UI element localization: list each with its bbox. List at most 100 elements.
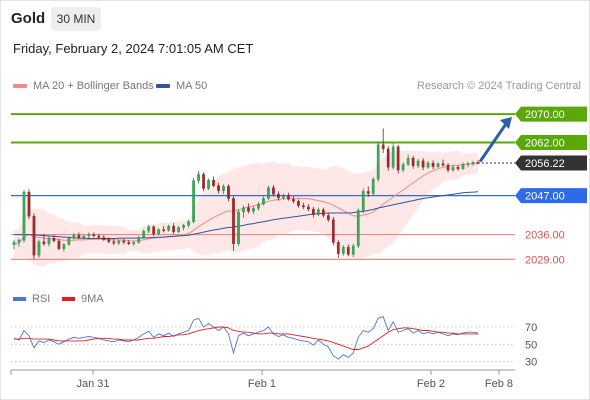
- candle-body: [202, 174, 205, 189]
- rsi-tick-50: 50: [525, 339, 537, 351]
- x-tick-label: Feb 1: [248, 378, 276, 390]
- candle-body: [386, 148, 390, 168]
- candle-body: [406, 157, 410, 165]
- candle-body: [252, 208, 255, 212]
- candle-body: [312, 208, 315, 215]
- candle-body: [371, 179, 375, 194]
- rsi-swatch: [13, 297, 26, 301]
- candle-body: [426, 162, 430, 168]
- candle-body: [92, 234, 96, 237]
- ma20-line: [13, 162, 479, 245]
- level-tag-2070.00: [515, 106, 587, 122]
- candle-body: [351, 245, 355, 255]
- level-label-2029.00: 2029.00: [525, 254, 565, 266]
- legend-rsi-label: RSI: [32, 293, 51, 305]
- legend-ma20: MA 20 + Bollinger Bands: [13, 80, 154, 92]
- candle-body: [217, 185, 220, 191]
- level-tag-2056.22: [515, 155, 587, 171]
- candle-body: [82, 235, 86, 238]
- candle-body: [466, 163, 470, 165]
- legend-ma50-label: MA 50: [176, 80, 208, 92]
- candle-body: [341, 247, 345, 254]
- candle-body: [287, 195, 290, 200]
- candle-body: [37, 241, 41, 256]
- candle-body: [222, 186, 225, 191]
- candle-body: [47, 237, 51, 244]
- ma50-line: [14, 191, 479, 239]
- candle-body: [321, 209, 325, 216]
- candle-body: [441, 163, 445, 166]
- candle-body: [232, 198, 235, 244]
- candle-body: [242, 207, 245, 213]
- candle-body: [376, 144, 380, 180]
- level-label-2070.00: 2070.00: [525, 109, 565, 121]
- timeframe-badge[interactable]: 30 MIN: [51, 7, 101, 31]
- rsi-tick-30: 30: [525, 357, 537, 369]
- candle-body: [366, 191, 370, 194]
- candle-body: [476, 162, 480, 164]
- level-label-2047.00: 2047.00: [525, 191, 565, 203]
- legend-rsi-ma: 9MA: [62, 293, 104, 305]
- x-tick-label: Jan 31: [76, 378, 109, 390]
- rsi-line: [13, 316, 479, 360]
- rsi-tick-70: 70: [525, 322, 537, 334]
- candle-body: [127, 242, 131, 244]
- candle-body: [167, 225, 171, 231]
- legend-rsi-ma-label: 9MA: [81, 293, 104, 305]
- candle-body: [97, 235, 101, 238]
- legend-ma50: MA 50: [156, 80, 207, 92]
- candle-body: [57, 240, 61, 249]
- instrument-title: Gold: [11, 10, 46, 27]
- candle-body: [267, 187, 270, 199]
- candle-body: [361, 191, 365, 211]
- candle-body: [401, 164, 405, 171]
- candle-body: [247, 207, 250, 212]
- ma20-swatch: [13, 84, 27, 88]
- candle-body: [262, 198, 265, 205]
- candle-body: [62, 244, 66, 249]
- candle-body: [142, 230, 146, 238]
- candle-body: [117, 240, 121, 244]
- level-label-2036.00: 2036.00: [525, 230, 565, 242]
- candle-body: [22, 191, 26, 241]
- bollinger-band: [14, 151, 478, 267]
- candle-body: [331, 219, 335, 243]
- candle-body: [356, 210, 360, 247]
- candle-body: [112, 241, 116, 244]
- candle-body: [431, 162, 435, 167]
- candle-body: [52, 237, 56, 242]
- candle-body: [132, 242, 136, 244]
- candle-body: [42, 241, 46, 244]
- candle-body: [192, 180, 195, 222]
- candle-body: [17, 240, 21, 243]
- candle-body: [461, 164, 465, 169]
- candle-body: [292, 199, 295, 202]
- candle-body: [416, 160, 420, 167]
- candle-body: [27, 191, 31, 217]
- candle-body: [411, 157, 415, 167]
- candle-body: [137, 237, 141, 243]
- candle-body: [456, 167, 460, 169]
- candle-body: [446, 165, 450, 171]
- legend-rsi: RSI: [13, 293, 50, 305]
- candle-body: [157, 229, 161, 235]
- candle-body: [436, 163, 440, 167]
- candle-body: [227, 186, 230, 199]
- candle-body: [396, 146, 400, 171]
- header: Gold 30 MIN: [0, 0, 590, 36]
- candle-body: [391, 146, 395, 168]
- level-tag-2047.00: [515, 188, 587, 204]
- candle-body: [282, 195, 285, 198]
- level-label-2056.22: 2056.22: [525, 158, 565, 170]
- ma50-swatch: [156, 84, 170, 88]
- candle-body: [102, 237, 106, 240]
- candle-body: [381, 144, 385, 150]
- candle-body: [107, 239, 111, 242]
- datetime-text: Friday, February 2, 2024 7:01:05 AM CET: [13, 41, 254, 56]
- level-label-2062.00: 2062.00: [525, 138, 565, 150]
- candle-body: [197, 174, 200, 181]
- projection-arrow-head: [500, 117, 512, 129]
- candle-body: [471, 162, 475, 164]
- candle-body: [272, 187, 275, 195]
